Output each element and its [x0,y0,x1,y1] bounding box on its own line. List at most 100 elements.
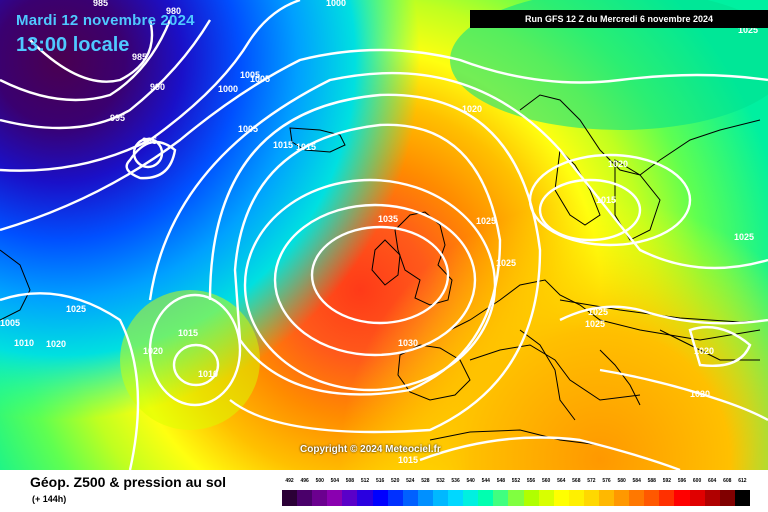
legend-swatch [448,490,464,506]
legend-label: 504 [330,478,339,484]
map-footer: Géop. Z500 & pression au sol (+ 144h) 49… [0,470,768,512]
isobar-label: 985 [142,136,157,146]
legend-swatch [553,490,569,506]
legend-swatch [674,490,690,506]
legend-swatch [478,490,494,506]
legend-label: 596 [677,478,687,484]
legend-swatch [372,490,388,506]
legend-swatch [508,490,524,506]
isobar-label: 1020 [462,104,482,114]
legend-label: 544 [481,478,490,484]
legend-swatch [342,490,358,506]
legend-swatch [598,490,615,506]
legend-label: 612 [738,478,747,484]
legend-label: 584 [632,478,641,484]
legend-label: 608 [723,478,732,484]
legend-swatches [282,490,750,506]
isobar-label: 980 [166,6,181,16]
isobar-label: 985 [93,0,108,8]
legend-label: 592 [662,478,672,484]
isobars [0,0,768,470]
legend-label: 540 [466,478,475,484]
legend-label: 512 [360,478,370,484]
legend-swatch [432,490,449,506]
legend-swatch [327,490,343,506]
legend-label: 520 [391,478,400,484]
isobar-label: 1015 [596,195,616,205]
run-info: Run GFS 12 Z du Mercredi 6 novembre 2024 [470,10,768,28]
isobar-label: 995 [110,113,125,123]
isobar-label: 1020 [694,346,714,356]
legend-label: 604 [708,478,717,484]
isobar-label: 1025 [476,216,496,226]
isobar-label: 1025 [738,25,758,35]
legend-swatch [719,490,735,506]
isobar-label: 1005 [240,70,260,80]
legend-label: 500 [315,478,324,484]
isobar-label: 1015 [273,140,293,150]
isobar-label: 1020 [143,346,163,356]
map-canvas: 985 980 1000 990 985 995 985 1005 1005 1… [0,0,768,470]
legend-label: 528 [421,478,430,484]
legend-swatch [538,490,554,506]
legend-swatch [568,490,584,506]
legend-labels: 492 496 500 504 508 512 516 520 524 528 532 536 540 5… [282,478,750,488]
color-legend: 492 496 500 504 508 512 516 520 524 528 532 536 540 5… [282,478,750,508]
pressure-map: 985 980 1000 990 985 995 985 1005 1005 1… [0,0,768,470]
legend-label: 580 [617,478,626,484]
legend-swatch [357,490,373,506]
isobar-label: 1035 [378,214,398,224]
legend-label: 548 [496,478,506,484]
copyright: Copyright © 2024 Meteociel.fr [300,444,441,455]
isobar-label: 1025 [496,258,516,268]
forecast-offset: (+ 144h) [32,494,67,504]
coastlines [0,94,768,446]
isobar-label: 1025 [66,304,86,314]
legend-label: 600 [692,478,702,484]
isobar-label: 1000 [326,0,346,8]
legend-label: 492 [285,478,294,484]
isobar-label: 1025 [588,307,608,317]
legend-swatch [629,490,645,506]
isobar-label: 1020 [46,339,66,349]
legend-swatch [583,490,599,506]
legend-label: 524 [406,478,415,484]
legend-swatch [417,490,433,506]
isobar-label: 1015 [296,142,316,152]
legend-swatch [659,490,675,506]
isobar-label: 1020 [608,159,628,169]
legend-label: 576 [602,478,611,484]
isobar-label: 1005 [250,74,270,84]
isobar-label: 1025 [734,232,754,242]
legend-label: 516 [375,478,385,484]
map-title: Géop. Z500 & pression au sol [30,474,227,490]
isobar-label: 1000 [218,84,238,94]
legend-label: 536 [451,478,460,484]
legend-swatch [402,490,418,506]
isobar-label: 1020 [690,389,710,399]
legend-label: 588 [647,478,656,484]
legend-swatch [704,490,720,506]
isobar-label: 1005 [0,318,20,328]
isobar-labels: 985 980 1000 990 985 995 985 1005 1005 1… [0,0,758,465]
legend-swatch [282,490,298,506]
isobar-label: 990 [150,82,165,92]
legend-label: 556 [526,478,536,484]
legend-swatch [523,490,539,506]
legend-label: 496 [300,478,309,484]
forecast-time: 13:00 locale [16,34,130,56]
legend-label: 508 [345,478,355,484]
legend-label: 552 [511,478,521,484]
isobar-label: 1010 [14,338,34,348]
isobar-label: 1025 [585,319,605,329]
legend-label: 568 [572,478,581,484]
isobar-label: 1005 [238,124,258,134]
legend-label: 560 [541,478,551,484]
legend-swatch [297,490,313,506]
legend-swatch [734,490,750,506]
legend-label: 564 [557,478,566,484]
legend-label: 572 [587,478,596,484]
forecast-date: Mardi 12 novembre 2024 [16,12,195,29]
isobar-label: 1010 [198,369,218,379]
isobar-label: 1030 [398,338,418,348]
